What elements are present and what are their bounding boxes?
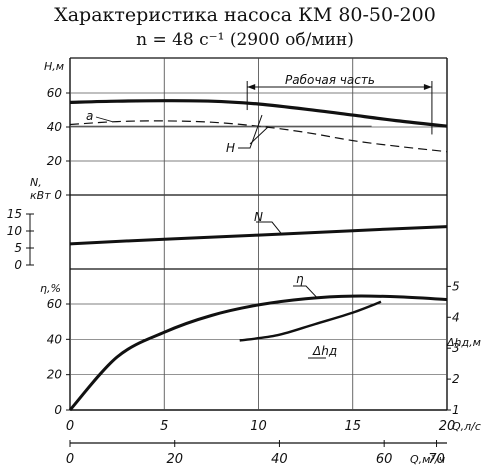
efficiency-curve-series xyxy=(68,294,448,412)
power-curve-series xyxy=(69,225,448,246)
npsh-tick-label: 4 xyxy=(452,310,460,324)
working-zone-arrow-right xyxy=(423,84,432,90)
npsh-tick-label: 1 xyxy=(452,403,460,417)
flow-axis-label-ls: Q,л/с xyxy=(452,420,481,433)
chart-grid xyxy=(70,58,447,410)
npsh-axis-label: Δhд,м xyxy=(446,336,481,349)
working-zone-arrow-left xyxy=(247,84,256,90)
flow-tick-label-m3h: 0 xyxy=(66,452,74,467)
efficiency-tick-label: 0 xyxy=(54,403,62,417)
head-curve-label: Н xyxy=(226,141,235,155)
flow-tick-label-ls: 15 xyxy=(344,419,361,434)
efficiency-curve-label: η xyxy=(296,272,304,286)
head-tick-label: 40 xyxy=(47,120,63,134)
npsh-curve-series xyxy=(239,300,382,342)
power-tick-label: 5 xyxy=(14,241,22,255)
head-tick-label: 20 xyxy=(47,154,63,168)
flow-axis-label-m3h: Q,м³/ч xyxy=(410,453,446,466)
head-tick-label: 0 xyxy=(54,188,62,202)
flow-tick-label-m3h: 60 xyxy=(376,452,393,467)
power-tick-label: 10 xyxy=(7,224,23,238)
power-axis-label: N, xyxy=(30,176,42,189)
power-label-leader xyxy=(256,221,283,235)
head-tick-label: 60 xyxy=(47,86,63,100)
chart-subtitle: n = 48 с⁻¹ (2900 об/мин) xyxy=(136,30,354,50)
power-tick-label: 0 xyxy=(14,258,22,272)
efficiency-tick-label: 40 xyxy=(47,332,63,346)
point-a-leader xyxy=(95,116,113,122)
point-a-label: а xyxy=(86,109,93,123)
head-curve-series xyxy=(69,99,448,128)
efficiency-tick-label: 60 xyxy=(47,297,63,311)
flow-tick-label-ls: 0 xyxy=(66,419,74,434)
power-axis-unit: кВт xyxy=(30,189,51,202)
head-label-leader xyxy=(249,126,269,145)
flow-tick-label-m3h: 40 xyxy=(271,452,288,467)
npsh-tick-label: 2 xyxy=(452,372,460,386)
flow-tick-label-m3h: 70 xyxy=(428,452,445,467)
chart-title: Характеристика насоса КМ 80-50-200 xyxy=(54,4,436,26)
power-curve-label: N xyxy=(254,210,263,224)
chart-labels: Н,м N, кВт η,% Q,л/с Q,м³/ч Δhд,м Рабоча… xyxy=(30,60,481,466)
efficiency-label-leader xyxy=(293,285,319,300)
flow-tick-label-ls: 20 xyxy=(439,419,456,434)
efficiency-axis-label: η,% xyxy=(40,282,61,295)
head-label-leader xyxy=(238,114,263,149)
working-zone-label: Рабочая часть xyxy=(285,73,375,87)
head-axis-label: Н,м xyxy=(44,60,64,73)
flow-tick-label-m3h: 20 xyxy=(166,452,183,467)
npsh-curve-label: Δhд xyxy=(312,344,337,358)
flow-tick-label-ls: 10 xyxy=(250,419,267,434)
npsh-tick-label: 5 xyxy=(452,279,460,293)
efficiency-tick-label: 20 xyxy=(47,368,63,382)
power-tick-label: 15 xyxy=(7,207,22,221)
npsh-tick-label: 3 xyxy=(452,341,460,355)
flow-tick-label-ls: 5 xyxy=(160,419,168,434)
chart-series xyxy=(68,81,448,412)
